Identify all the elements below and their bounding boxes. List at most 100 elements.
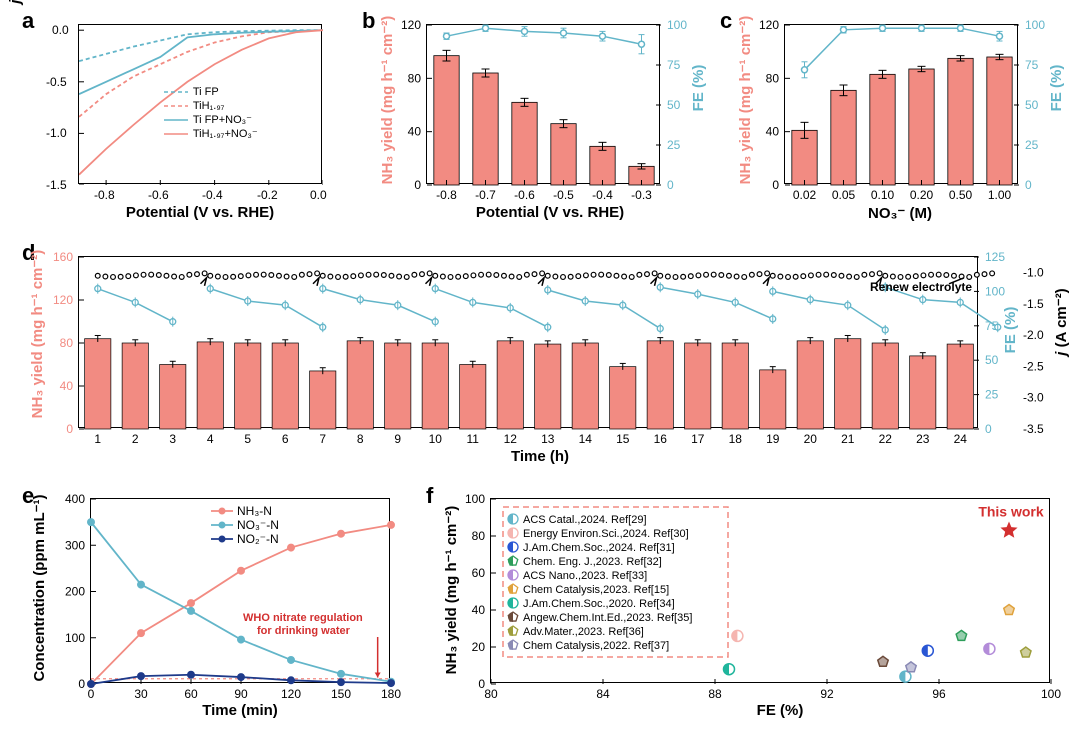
pa-yt: -0.5	[46, 75, 67, 89]
pd-ylabel: NH₃ yield (mg h⁻¹ cm⁻²)	[28, 244, 46, 424]
pb-xlabel: Potential (V vs. RHE)	[460, 204, 640, 221]
svg-text:NH₃-N: NH₃-N	[237, 504, 272, 518]
panel-e-frame: 01002003004000306090120150180NH₃-NNO₃⁻-N…	[90, 498, 390, 683]
svg-text:15: 15	[616, 432, 630, 446]
svg-text:120: 120	[759, 18, 779, 32]
pa-yt: 0.0	[52, 23, 69, 37]
svg-text:400: 400	[65, 492, 85, 506]
svg-text:20: 20	[804, 432, 818, 446]
pa-xt: -0.4	[202, 188, 223, 202]
svg-text:22: 22	[879, 432, 893, 446]
svg-text:0.50: 0.50	[949, 188, 973, 202]
svg-text:-3.0: -3.0	[1023, 391, 1044, 405]
svg-text:1: 1	[94, 432, 101, 446]
svg-text:0: 0	[66, 422, 73, 436]
svg-text:0.20: 0.20	[910, 188, 934, 202]
legend-item-tih: TiH₁.₉₇	[193, 100, 225, 112]
svg-text:0: 0	[414, 178, 421, 192]
svg-text:21: 21	[841, 432, 855, 446]
svg-text:-0.7: -0.7	[475, 188, 496, 202]
pb-ylabel-r: FE (%)	[690, 48, 707, 128]
panel-f-frame: 0204060801008084889296100ACS Catal.,2024…	[490, 498, 1050, 683]
svg-text:160: 160	[53, 250, 73, 264]
svg-text:4: 4	[207, 432, 214, 446]
pa-xt: -0.8	[94, 188, 115, 202]
pa-xlabel: Potential (V vs. RHE)	[110, 204, 290, 221]
svg-text:12: 12	[504, 432, 518, 446]
svg-text:50: 50	[1025, 98, 1039, 112]
panel-f-svg: 0204060801008084889296100ACS Catal.,2024…	[491, 499, 1051, 684]
svg-text:-2.0: -2.0	[1023, 328, 1044, 342]
svg-text:90: 90	[234, 687, 248, 701]
svg-text:30: 30	[134, 687, 148, 701]
pc-ylabel-r: FE (%)	[1048, 48, 1065, 128]
svg-text:NO₃⁻-N: NO₃⁻-N	[237, 518, 279, 532]
panel-c-frame: 0408012002550751000.020.050.100.200.501.…	[784, 24, 1018, 184]
svg-text:Adv.Mater.,2023. Ref[36]: Adv.Mater.,2023. Ref[36]	[523, 626, 644, 638]
svg-text:40: 40	[472, 603, 486, 617]
svg-text:100: 100	[65, 631, 85, 645]
panel-f-label: f	[426, 483, 433, 509]
svg-text:96: 96	[932, 687, 946, 701]
svg-text:11: 11	[467, 432, 480, 446]
svg-text:75: 75	[667, 58, 681, 72]
svg-text:100: 100	[667, 18, 687, 32]
svg-text:ACS Nano.,2023. Ref[33]: ACS Nano.,2023. Ref[33]	[523, 570, 647, 582]
pa-xt: -0.6	[148, 188, 169, 202]
svg-text:60: 60	[184, 687, 198, 701]
panel-a-legend: Ti FP TiH₁.₉₇ Ti FP+NO₃⁻ TiH₁.₉₇+NO₃⁻	[164, 85, 258, 141]
svg-text:25: 25	[985, 388, 999, 402]
svg-text:120: 120	[401, 18, 421, 32]
svg-text:3: 3	[169, 432, 176, 446]
svg-text:0: 0	[772, 178, 779, 192]
svg-text:0.02: 0.02	[793, 188, 817, 202]
svg-text:10: 10	[429, 432, 443, 446]
svg-text:80: 80	[766, 71, 780, 85]
panel-b-svg: 040801200255075100-0.8-0.7-0.6-0.5-0.4-0…	[427, 25, 661, 185]
panel-e-svg: 01002003004000306090120150180NH₃-NNO₃⁻-N…	[91, 499, 391, 684]
svg-text:60: 60	[472, 566, 486, 580]
svg-text:13: 13	[541, 432, 555, 446]
svg-text:180: 180	[381, 687, 401, 701]
svg-text:0: 0	[78, 677, 85, 691]
svg-text:24: 24	[954, 432, 968, 446]
svg-text:-2.5: -2.5	[1023, 359, 1044, 373]
svg-text:50: 50	[985, 353, 999, 367]
svg-text:100: 100	[465, 492, 485, 506]
svg-text:50: 50	[667, 98, 681, 112]
svg-text:-0.3: -0.3	[631, 188, 652, 202]
svg-text:84: 84	[596, 687, 610, 701]
svg-text:88: 88	[708, 687, 722, 701]
svg-text:19: 19	[766, 432, 780, 446]
svg-text:120: 120	[281, 687, 301, 701]
panel-b-label: b	[362, 8, 375, 34]
svg-text:125: 125	[985, 250, 1005, 264]
svg-text:100: 100	[1025, 18, 1045, 32]
pa-yt: -1.0	[46, 126, 67, 140]
svg-text:200: 200	[65, 585, 85, 599]
panel-d-svg: 040801201600255075100125-1.0-1.5-2.0-2.5…	[79, 257, 979, 429]
svg-text:120: 120	[53, 293, 73, 307]
svg-text:150: 150	[331, 687, 351, 701]
svg-text:Energy Environ.Sci.,2024. Ref[: Energy Environ.Sci.,2024. Ref[30]	[523, 528, 689, 540]
svg-text:80: 80	[484, 687, 498, 701]
svg-text:WHO nitrate regulation: WHO nitrate regulation	[243, 612, 363, 624]
pe-ylabel: Concentration (ppm mL⁻¹)	[30, 488, 48, 688]
svg-text:16: 16	[654, 432, 668, 446]
svg-text:for drinking water: for drinking water	[257, 625, 351, 637]
svg-text:25: 25	[667, 138, 681, 152]
pe-xlabel: Time (min)	[180, 702, 300, 719]
svg-text:Chem Catalysis,2022. Ref[37]: Chem Catalysis,2022. Ref[37]	[523, 640, 669, 652]
svg-text:-0.4: -0.4	[592, 188, 613, 202]
svg-text:Chem. Eng. J.,2023. Ref[32]: Chem. Eng. J.,2023. Ref[32]	[523, 556, 662, 568]
svg-text:0: 0	[985, 422, 992, 436]
svg-text:1.00: 1.00	[988, 188, 1012, 202]
svg-text:14: 14	[579, 432, 593, 446]
svg-text:25: 25	[1025, 138, 1039, 152]
svg-text:5: 5	[244, 432, 251, 446]
svg-text:40: 40	[60, 379, 74, 393]
svg-text:80: 80	[408, 71, 422, 85]
legend-item-ti-fp: Ti FP	[193, 86, 219, 98]
svg-text:0: 0	[1025, 178, 1032, 192]
svg-text:6: 6	[282, 432, 289, 446]
